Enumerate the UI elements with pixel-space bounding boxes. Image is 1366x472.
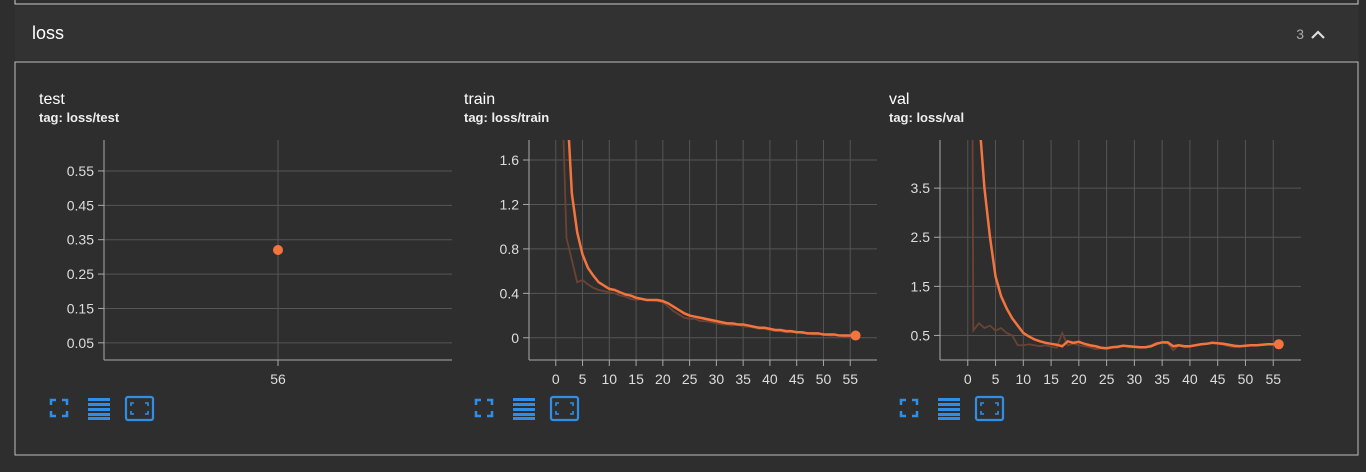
icon-bar <box>938 408 960 411</box>
data-table-icon[interactable] <box>88 398 110 420</box>
plot: 0.05 0.15 0.25 0.35 0.45 0.55 56 <box>67 140 452 387</box>
icon-bar <box>513 413 535 416</box>
data-table-icon[interactable] <box>513 398 535 420</box>
y-tick-label: 0.25 <box>67 266 94 282</box>
y-tick-label: 0.8 <box>500 241 520 257</box>
last-point <box>850 330 861 341</box>
x-tick-label: 0 <box>552 371 560 387</box>
x-tick-label: 55 <box>1265 371 1281 387</box>
y-tick-label: 0.4 <box>500 285 520 301</box>
x-tick-label: 45 <box>1210 371 1226 387</box>
x-tick-label: 50 <box>816 371 832 387</box>
icon-bar <box>513 408 535 411</box>
previous-panel-edge <box>14 0 1359 5</box>
series-line <box>567 140 856 337</box>
y-tick-label: 0.15 <box>67 300 94 316</box>
plot: 0.5 1.5 2.5 3.5 0 5 10 15 20 25 30 35 40 45 50 55 <box>911 140 1301 387</box>
fullscreen-icon[interactable] <box>49 398 69 418</box>
fit-domain-icon[interactable] <box>549 395 580 422</box>
x-tick-label: 20 <box>655 371 671 387</box>
x-tick-label: 30 <box>709 371 725 387</box>
series-line <box>979 140 1279 350</box>
y-tick-label: 0.05 <box>67 335 94 351</box>
x-tick-label: 40 <box>762 371 778 387</box>
chart-title: val <box>889 91 909 108</box>
y-tick-label: 2.5 <box>911 229 931 245</box>
x-tick-label: 35 <box>1154 371 1170 387</box>
y-tick-label: 0.35 <box>67 232 94 248</box>
y-tick-label: 1.2 <box>500 196 520 212</box>
icon-bar <box>938 417 960 420</box>
x-tick-label: 40 <box>1182 371 1198 387</box>
x-tick-label: 35 <box>735 371 751 387</box>
last-point <box>1273 339 1284 350</box>
x-tick-label: 50 <box>1238 371 1254 387</box>
chart-title: train <box>464 91 495 108</box>
x-tick-label: 10 <box>1016 371 1032 387</box>
y-tick-label: 3.5 <box>911 180 931 196</box>
y-tick-label: 1.6 <box>500 152 520 168</box>
x-tick-label: 10 <box>602 371 618 387</box>
x-tick-label: 56 <box>270 371 286 387</box>
x-tick-label: 0 <box>964 371 972 387</box>
section-header[interactable] <box>15 6 1358 60</box>
fit-domain-icon[interactable] <box>124 395 155 422</box>
icon-bar <box>88 413 110 416</box>
fullscreen-icon[interactable] <box>899 398 919 418</box>
fit-domain-icon[interactable] <box>974 395 1005 422</box>
x-tick-label: 55 <box>842 371 858 387</box>
section-count: 3 <box>1296 26 1304 42</box>
fullscreen-icon[interactable] <box>474 398 494 418</box>
chart-subtitle: tag: loss/train <box>464 110 549 125</box>
x-tick-label: 25 <box>1099 371 1115 387</box>
icon-bar <box>938 403 960 406</box>
panel <box>14 61 1359 456</box>
point <box>273 245 283 255</box>
icon-bar <box>513 398 535 401</box>
icon-bar <box>88 417 110 420</box>
plot: 0 0.4 0.8 1.2 1.6 0 5 10 15 20 25 30 35 40 45 50 55 <box>500 140 877 387</box>
collapse-icon[interactable] <box>1311 30 1325 39</box>
data-table-icon[interactable] <box>938 398 960 420</box>
chart-subtitle: tag: loss/test <box>39 110 120 125</box>
icon-bar <box>88 398 110 401</box>
x-tick-label: 15 <box>628 371 644 387</box>
icon-bar <box>938 398 960 401</box>
y-tick-label: 0.45 <box>67 197 94 213</box>
x-tick-label: 30 <box>1127 371 1143 387</box>
fit-domain-inner <box>555 402 574 415</box>
y-tick-label: 0.5 <box>911 327 931 343</box>
y-tick-label: 0.55 <box>67 163 94 179</box>
x-tick-label: 5 <box>579 371 587 387</box>
y-tick-label: 1.5 <box>911 278 931 294</box>
x-tick-label: 25 <box>682 371 698 387</box>
chart-subtitle: tag: loss/val <box>889 110 964 125</box>
y-tick-label: 0 <box>511 330 519 346</box>
fit-domain-inner <box>980 402 999 415</box>
icon-bar <box>88 408 110 411</box>
fit-domain-inner <box>130 402 149 415</box>
icon-bar <box>513 417 535 420</box>
icon-bar <box>88 403 110 406</box>
icon-bar <box>513 403 535 406</box>
x-tick-label: 20 <box>1071 371 1087 387</box>
x-tick-label: 45 <box>789 371 805 387</box>
chart-title: test <box>39 91 65 108</box>
x-tick-label: 15 <box>1043 371 1059 387</box>
icon-bar <box>938 413 960 416</box>
section-title: loss <box>32 23 64 43</box>
x-tick-label: 5 <box>992 371 1000 387</box>
